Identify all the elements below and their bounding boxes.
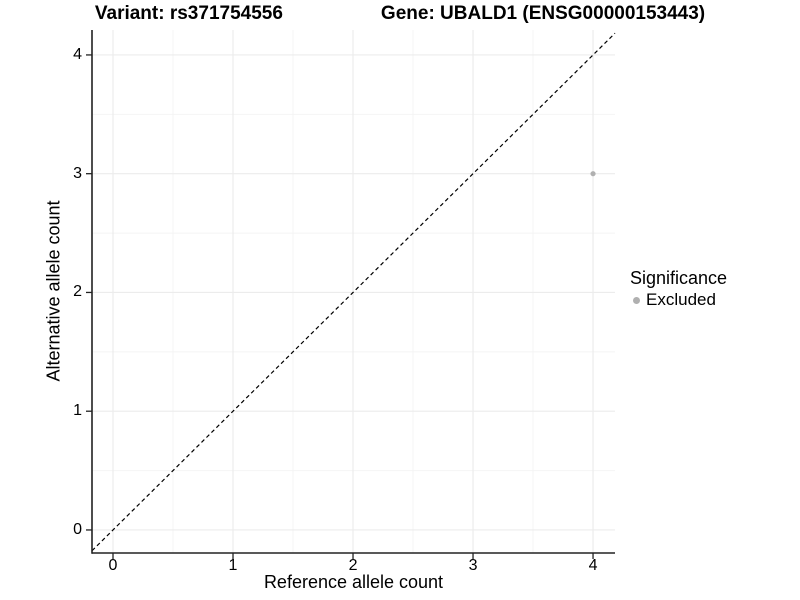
data-points [590,171,596,177]
y-tick-label: 1 [73,402,82,420]
plot-title-gene: Gene: UBALD1 (ENSG00000153443) [380,3,706,24]
legend-item-label: Excluded [646,290,716,309]
x-tick-label: 1 [228,557,238,574]
data-point [590,171,596,177]
tick-marks [86,54,594,559]
plot-panel [86,30,616,559]
gridlines-major [92,30,615,553]
legend-item-excluded: Excluded [630,290,727,310]
x-tick-label: 4 [588,557,598,574]
y-tick-label: 4 [73,45,82,63]
y-tick-label: 2 [73,283,82,301]
legend-title: Significance [630,268,728,288]
plot-title: Variant: rs371754556 Gene: UBALD1 (ENSG0… [0,3,800,25]
legend-point-icon [633,296,640,304]
legend: Significance Excluded [630,268,727,310]
identity-line [91,32,616,552]
plot-title-variant: Variant: rs371754556 [94,3,283,24]
x-tick-label: 2 [348,557,358,574]
y-tick-label: 3 [73,164,82,182]
y-tick-label: 0 [73,520,82,538]
x-axis-title: Reference allele count [263,572,444,592]
x-tick-label: 0 [108,557,118,574]
x-tick-label: 3 [468,557,478,574]
